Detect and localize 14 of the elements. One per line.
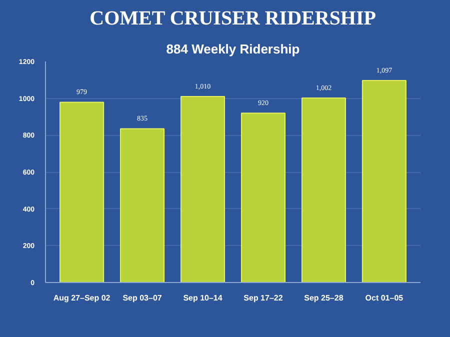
bar <box>240 112 286 282</box>
bar <box>362 80 406 282</box>
x-tick-label: Aug 27–Sep 02 <box>53 294 111 302</box>
bar <box>120 128 165 282</box>
bar <box>180 96 226 282</box>
x-tick-label: Sep 25–28 <box>304 294 344 302</box>
x-tick-label: Sep 17–22 <box>244 294 284 302</box>
bar <box>301 97 346 282</box>
x-tick-label: Oct 01–05 <box>365 294 404 302</box>
chart-subtitle: 884 Weekly Ridership <box>166 42 300 56</box>
x-tick-label: Sep 03–07 <box>122 294 162 302</box>
chart-title: COMET CRUISER RIDERSHIP <box>90 8 376 30</box>
bar <box>60 102 104 282</box>
x-tick-label: Sep 10–14 <box>183 294 223 302</box>
